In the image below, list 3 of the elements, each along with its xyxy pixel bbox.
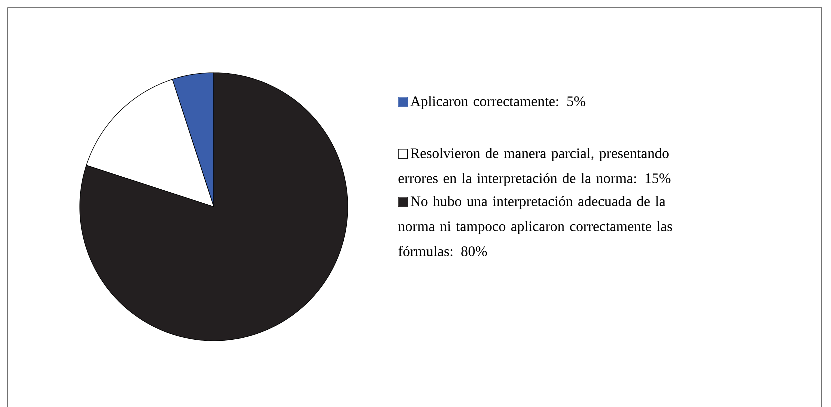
legend-label: No hubo una interpretación adecuada de la norma ni tampoco aplicaron correctamente las fórmulas: 80%: [398, 196, 672, 256]
legend-label: Resolvieron de manera parcial, presentando errores en la interpretación de la norma: 15%: [398, 148, 671, 186]
legend-label: Aplicaron correctamente: 5%: [410, 96, 586, 110]
